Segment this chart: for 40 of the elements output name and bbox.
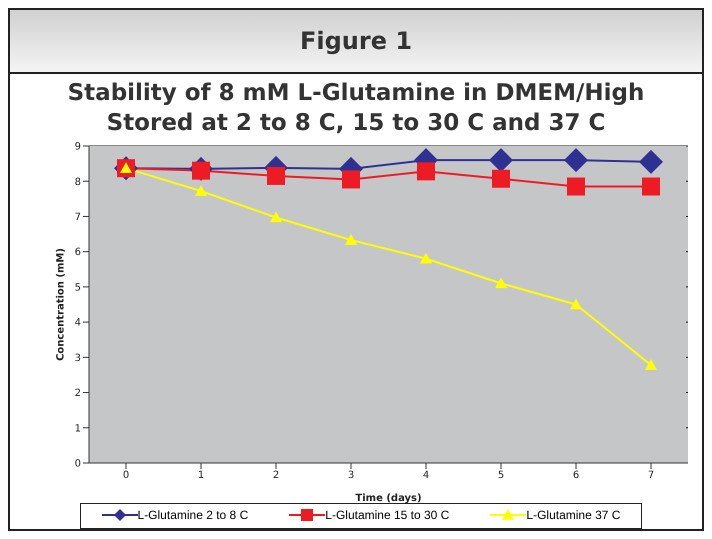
y-tick-label: 7 (74, 212, 81, 223)
legend-label: L-Glutamine 2 to 8 C (138, 508, 248, 522)
y-axis-title: Concentration (mM) (56, 248, 67, 361)
y-tick-label: 6 (74, 247, 81, 258)
point (270, 212, 282, 222)
y-tick-label: 1 (74, 423, 81, 434)
y-tick-label: 4 (74, 318, 81, 329)
point (267, 166, 285, 185)
legend-label: L-Glutamine 37 C (526, 508, 620, 522)
x-tick-label: 2 (272, 470, 280, 482)
x-tick-label: 7 (648, 470, 654, 482)
point (420, 252, 432, 264)
point (570, 298, 582, 310)
x-tick-label: 3 (348, 470, 354, 482)
x-tick-label: 0 (122, 470, 130, 482)
y-tick-label: 3 (74, 352, 81, 364)
point (645, 359, 657, 370)
y-tick-label: 5 (74, 282, 81, 294)
x-tick-label: 4 (422, 470, 430, 482)
point (495, 277, 507, 288)
legend-label: L-Glutamine 15 to 30 C (325, 508, 450, 522)
point (492, 170, 510, 188)
y-tick-label: 2 (74, 388, 81, 400)
point (345, 234, 357, 245)
y-tick-label: 8 (74, 176, 81, 188)
point (564, 148, 588, 172)
x-tick-label: 6 (572, 470, 580, 482)
point (642, 178, 660, 196)
x-tick-label: 1 (198, 470, 204, 482)
y-tick-label: 9 (74, 142, 81, 153)
chart-title: Figure 1 (10, 10, 702, 74)
point (639, 150, 663, 174)
x-axis-title: Time (days) (355, 493, 422, 504)
point (342, 170, 360, 188)
point (567, 178, 585, 196)
chart-subtitle: Stability of 8 mM L-Glutamine in DMEM/High Stored at 2 to 8 C, 15 to 30 C and 37 C (66, 79, 646, 138)
point (195, 185, 207, 196)
x-tick-label: 5 (498, 470, 504, 482)
point (417, 162, 435, 180)
y-tick-label: 0 (74, 458, 81, 470)
